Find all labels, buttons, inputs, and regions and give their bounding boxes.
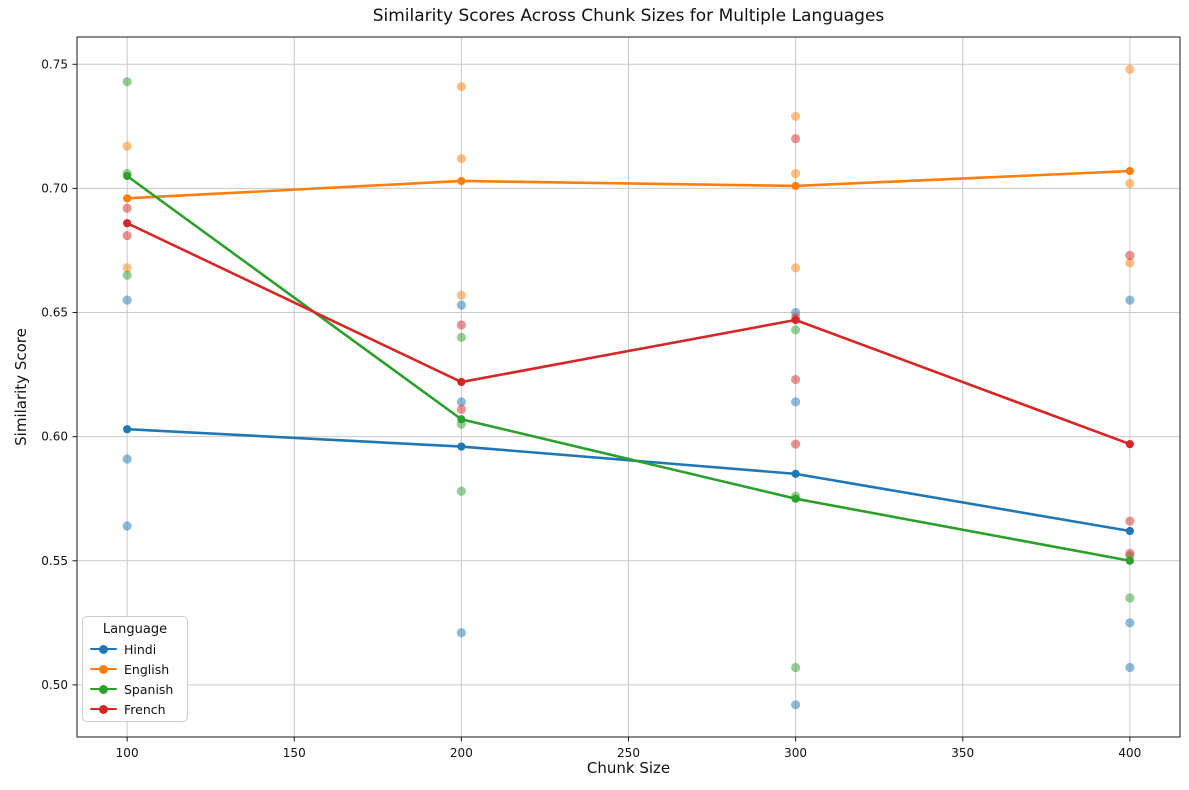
scatter-point-hindi — [122, 521, 132, 531]
y-tick-label: 0.75 — [41, 57, 68, 71]
legend-marker-icon — [90, 683, 117, 696]
scatter-point-french — [791, 374, 801, 385]
scatter-point-english — [122, 263, 132, 273]
scatter-point-english — [1125, 178, 1135, 189]
legend-item-spanish: Spanish — [90, 679, 180, 699]
scatter-point-french — [456, 404, 466, 414]
series-marker-spanish — [1125, 556, 1134, 565]
y-tick-label: 0.60 — [41, 430, 68, 444]
scatter-point-spanish — [456, 332, 466, 342]
scatter-point-french — [791, 134, 801, 144]
series-marker-hindi — [1125, 526, 1134, 536]
chart-title: Similarity Scores Across Chunk Sizes for… — [372, 6, 885, 26]
scatter-point-spanish — [122, 270, 132, 280]
x-tick-label: 250 — [617, 746, 640, 760]
y-tick-label: 0.70 — [41, 181, 68, 195]
scatter-point-english — [1125, 258, 1135, 268]
x-axis-label: Chunk Size — [586, 759, 671, 777]
scatter-point-english — [791, 111, 801, 122]
scatter-point-english — [456, 82, 466, 92]
scatter-point-english — [791, 263, 801, 273]
x-tick-label: 350 — [951, 746, 974, 760]
y-axis-label: Similarity Score — [12, 328, 30, 446]
scatter-point-hindi — [456, 397, 466, 407]
legend-label: French — [124, 701, 166, 717]
series-line-french — [126, 221, 1131, 446]
series-marker-hindi — [123, 425, 132, 434]
scatter-point-english — [791, 168, 801, 179]
x-tick-label: 200 — [450, 746, 473, 760]
legend-marker-icon — [90, 663, 117, 676]
y-tick-label: 0.65 — [41, 306, 68, 320]
scatter-point-french — [1125, 516, 1135, 526]
legend-item-hindi: Hindi — [90, 639, 180, 659]
legend-title: Language — [102, 622, 168, 637]
scatter-point-french — [791, 439, 801, 449]
scatter-point-hindi — [122, 295, 132, 305]
y-tick-label: 0.50 — [41, 678, 68, 692]
legend-label: Hindi — [124, 641, 157, 657]
legend-marker-icon — [90, 643, 117, 656]
series-line-spanish — [126, 174, 1131, 563]
scatter-point-spanish — [791, 662, 801, 673]
scatter-point-hindi — [1125, 662, 1135, 673]
scatter-point-hindi — [456, 300, 466, 310]
scatter-point-hindi — [791, 397, 801, 407]
series-marker-french — [457, 377, 466, 387]
series-marker-french — [791, 315, 800, 325]
scatter-point-hindi — [122, 454, 132, 464]
series-line-english — [127, 169, 1130, 200]
series-marker-spanish — [457, 415, 466, 424]
legend-label: Spanish — [124, 681, 174, 697]
legend-marker-icon — [90, 703, 117, 716]
scatter-point-hindi — [791, 700, 801, 710]
scatter-point-hindi — [1125, 295, 1135, 305]
scatter-point-spanish — [791, 325, 801, 335]
scatter-point-french — [456, 320, 466, 330]
y-tick-label: 0.55 — [41, 554, 68, 568]
scatter-point-spanish — [122, 77, 132, 87]
scatter-point-english — [456, 290, 466, 300]
scatter-point-english — [122, 141, 132, 151]
legend: Language Hindi English Spanish French — [82, 616, 188, 722]
x-tick-label: 100 — [116, 746, 139, 760]
series-marker-english — [123, 194, 132, 203]
series-marker-english — [457, 176, 466, 186]
series-marker-english — [1125, 166, 1134, 176]
legend-item-english: English — [90, 659, 180, 679]
scatter-point-spanish — [456, 486, 466, 496]
scatter-point-french — [1125, 250, 1135, 261]
series-marker-spanish — [791, 494, 800, 503]
scatter-point-french — [122, 230, 132, 241]
series-marker-french — [123, 219, 132, 228]
series-marker-english — [791, 181, 800, 191]
x-tick-label: 300 — [784, 746, 807, 760]
series-marker-spanish — [123, 171, 132, 181]
scatter-point-english — [456, 154, 466, 164]
legend-item-french: French — [90, 699, 180, 719]
x-tick-label: 400 — [1118, 746, 1141, 760]
series-marker-french — [1125, 439, 1134, 449]
legend-items: Hindi English Spanish French — [90, 639, 180, 719]
scatter-point-english — [1125, 64, 1135, 74]
scatter-point-hindi — [456, 628, 466, 638]
scatter-point-spanish — [1125, 593, 1135, 603]
scatter-point-french — [1125, 548, 1135, 558]
scatter-point-hindi — [1125, 618, 1135, 628]
scatter-point-french — [122, 203, 132, 213]
x-tick-label: 150 — [283, 746, 306, 760]
series-marker-hindi — [791, 469, 800, 478]
series-marker-hindi — [457, 442, 466, 451]
legend-label: English — [124, 661, 170, 677]
